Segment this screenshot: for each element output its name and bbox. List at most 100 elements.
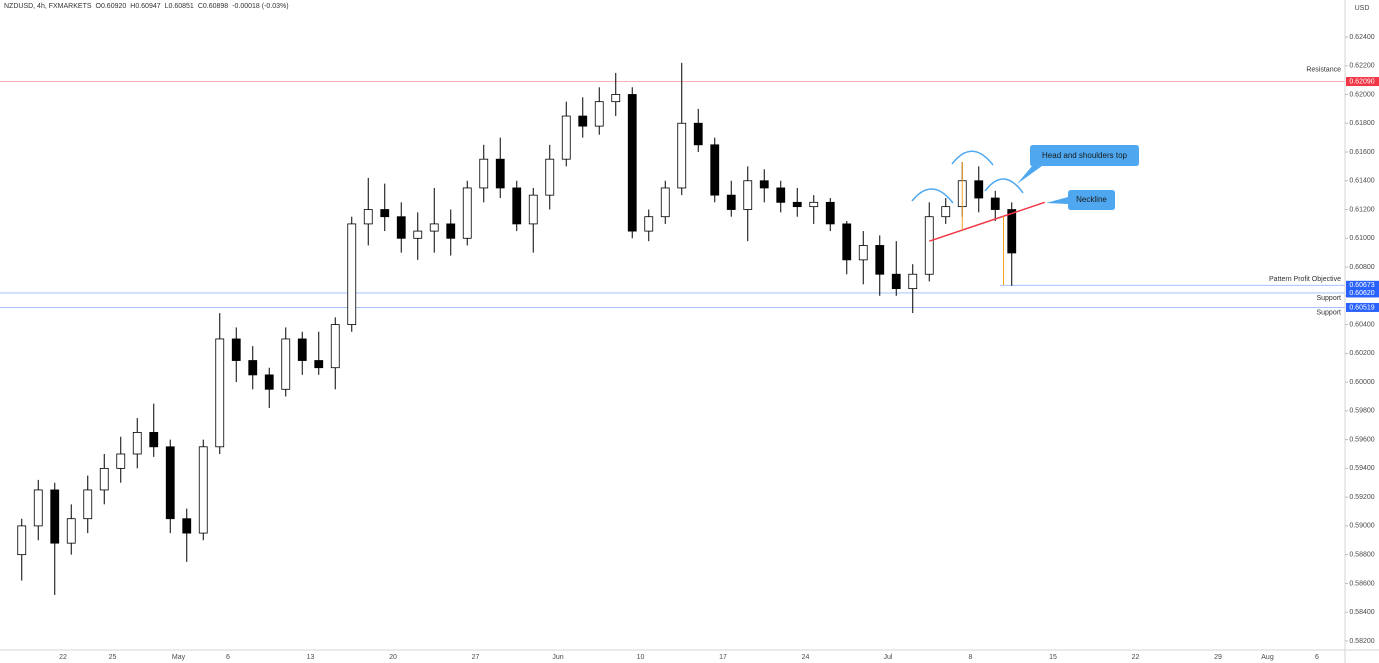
x-tick-label: 15 (1049, 654, 1057, 661)
x-tick-label: 8 (969, 654, 973, 661)
candle-body (83, 489, 93, 520)
candle-body (165, 446, 175, 520)
candle-body (347, 223, 357, 325)
y-tick-label: 0.61200 (1349, 206, 1374, 213)
x-tick-label: 6 (226, 654, 230, 661)
x-tick-label: Jun (552, 654, 563, 661)
candle-body (660, 187, 670, 218)
candle-body (479, 158, 489, 189)
x-tick-label: 20 (389, 654, 397, 661)
ohlc-value: H0.60947 (130, 3, 160, 10)
pattern-callout (1017, 145, 1139, 184)
candle-body (891, 273, 901, 290)
y-tick-label: 0.58800 (1349, 552, 1374, 559)
candle-body (281, 338, 291, 390)
level-badge-text: 0.60673 (1349, 282, 1374, 289)
candle-body (990, 197, 1000, 210)
level-badge (1346, 77, 1379, 87)
y-tick-label: 0.61000 (1349, 235, 1374, 242)
candle-body (710, 144, 720, 196)
candle-body (66, 518, 76, 544)
candle-body (908, 273, 918, 290)
y-tick-label: 0.61400 (1349, 178, 1374, 185)
y-tick-label: 0.59200 (1349, 494, 1374, 501)
candle-body (611, 94, 621, 103)
candle-body (1007, 209, 1017, 254)
candle-body (677, 122, 687, 189)
x-tick-label: 24 (802, 654, 810, 661)
currency-label: USD (1355, 5, 1370, 12)
y-tick-label: 0.60000 (1349, 379, 1374, 386)
candle-body (264, 374, 274, 390)
callouts: Head and shoulders top Neckline (1017, 145, 1139, 210)
x-tick-label: 6 (1315, 654, 1319, 661)
plot-area (0, 62, 1345, 595)
x-tick-label: Jul (884, 654, 893, 661)
x-tick-label: 22 (1132, 654, 1140, 661)
candle-body (231, 338, 241, 361)
neckline-callout (1046, 190, 1115, 210)
head-arc (951, 150, 994, 166)
candle-body (99, 467, 109, 491)
axes-layer: 0.62400 0.62200 0.62000 0.61800 0.61600 0.614… (59, 34, 1379, 661)
candle-body (924, 216, 934, 275)
candle-body (462, 187, 472, 239)
candle-body (561, 115, 571, 160)
candle-body (380, 209, 390, 218)
level-badge-text: 0.62090 (1349, 78, 1374, 85)
chart-header: NZDUSD, 4h, FXMARKETS O0.60920 H0.60947 L0.… (4, 3, 289, 10)
level-name: Resistance (1306, 66, 1341, 73)
candle-body (413, 230, 423, 239)
candle-body (198, 446, 208, 534)
left-shoulder-arc (911, 188, 954, 204)
x-tick-label: 17 (719, 654, 727, 661)
candle-body (50, 489, 60, 544)
candle-body (215, 338, 225, 448)
candle-body (875, 245, 885, 275)
candle-body (182, 518, 192, 534)
candle-body (594, 101, 604, 127)
y-tick-label: 0.58200 (1349, 638, 1374, 645)
pattern-arcs (911, 150, 1024, 204)
y-tick-label: 0.59800 (1349, 408, 1374, 415)
x-tick-label: May (172, 654, 186, 661)
candle-body (314, 360, 324, 369)
candle-body (528, 194, 538, 225)
candle-body (792, 201, 802, 208)
y-tick-label: 0.60200 (1349, 350, 1374, 357)
candle-body (446, 223, 456, 239)
y-tick-label: 0.59400 (1349, 465, 1374, 472)
candle-body (842, 223, 852, 261)
candle-body (578, 115, 588, 127)
level-badge (1346, 288, 1379, 298)
y-tick-label: 0.59000 (1349, 523, 1374, 530)
neckline (929, 201, 1045, 242)
candle-body (627, 94, 637, 232)
candle-body (743, 180, 753, 210)
y-tick-label: 0.62200 (1349, 63, 1374, 70)
candle-body (132, 432, 142, 455)
level-name: Pattern Profit Objective (1269, 276, 1341, 283)
candle-body (693, 122, 703, 146)
y-tick-label: 0.60800 (1349, 264, 1374, 271)
candle-body (429, 223, 439, 232)
x-tick-label: 29 (1214, 654, 1222, 661)
y-tick-label: 0.58600 (1349, 580, 1374, 587)
level-badge (1346, 302, 1379, 312)
x-tick-label: 27 (472, 654, 480, 661)
y-tick-label: 0.60400 (1349, 321, 1374, 328)
ohlc-value: C0.60898 (198, 3, 228, 10)
candle-body (941, 206, 951, 218)
level-name: Support (1316, 295, 1341, 302)
x-tick-label: 22 (59, 654, 67, 661)
ohlc-value: L0.60851 (165, 3, 194, 10)
y-tick-label: 0.61800 (1349, 120, 1374, 127)
candle-body (17, 525, 27, 556)
candle-body (512, 187, 522, 225)
candle-body (33, 489, 43, 527)
candle-body (545, 158, 555, 196)
candle-body (149, 432, 159, 448)
level-badge (1346, 280, 1379, 290)
